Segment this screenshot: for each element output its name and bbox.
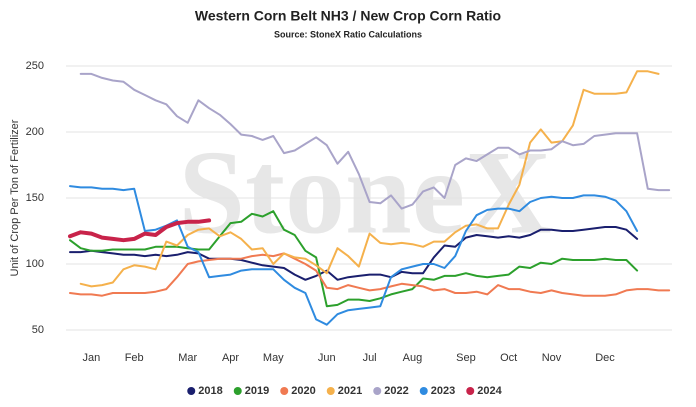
y-tick-label: 250 — [26, 60, 44, 72]
x-tick-label: Mar — [178, 352, 197, 364]
x-tick-label: Oct — [500, 352, 517, 364]
legend-label: 2019 — [245, 385, 269, 397]
x-tick-label: Jun — [318, 352, 336, 364]
chart-subtitle: Source: StoneX Ratio Calculations — [274, 29, 422, 39]
y-axis-label: Unit of Crop Per Ton of Fertilizer — [9, 119, 21, 276]
series-line — [69, 226, 639, 281]
legend-marker — [373, 387, 382, 395]
x-tick-label: Sep — [456, 352, 476, 364]
x-tick-label: Jan — [83, 352, 101, 364]
legend-label: 2021 — [338, 385, 362, 397]
legend-marker — [419, 387, 428, 395]
y-tick-label: 200 — [26, 126, 44, 138]
x-tick-label: Apr — [222, 352, 239, 364]
series-line — [79, 72, 671, 210]
legend-marker — [326, 387, 335, 395]
x-tick-label: Aug — [403, 352, 423, 364]
x-tick-label: Feb — [125, 352, 144, 364]
legend-label: 2020 — [291, 385, 315, 397]
chart-title: Western Corn Belt NH3 / New Crop Corn Ra… — [195, 8, 501, 24]
y-tick-label: 50 — [32, 324, 44, 336]
legend-marker — [187, 387, 196, 395]
legend-marker — [233, 387, 242, 395]
x-tick-label: Nov — [542, 352, 562, 364]
y-tick-label: 100 — [26, 258, 44, 270]
x-tick-label: Jul — [363, 352, 377, 364]
legend-label: 2018 — [198, 385, 222, 397]
y-tick-label: 150 — [26, 192, 44, 204]
legend-label: 2024 — [477, 385, 502, 397]
x-tick-label: May — [263, 352, 284, 364]
legend-marker — [280, 387, 289, 395]
legend-marker — [466, 387, 475, 395]
series-line — [69, 252, 671, 297]
legend-label: 2023 — [431, 385, 455, 397]
legend-label: 2022 — [384, 385, 408, 397]
series-line — [68, 218, 212, 243]
x-tick-label: Dec — [595, 352, 615, 364]
